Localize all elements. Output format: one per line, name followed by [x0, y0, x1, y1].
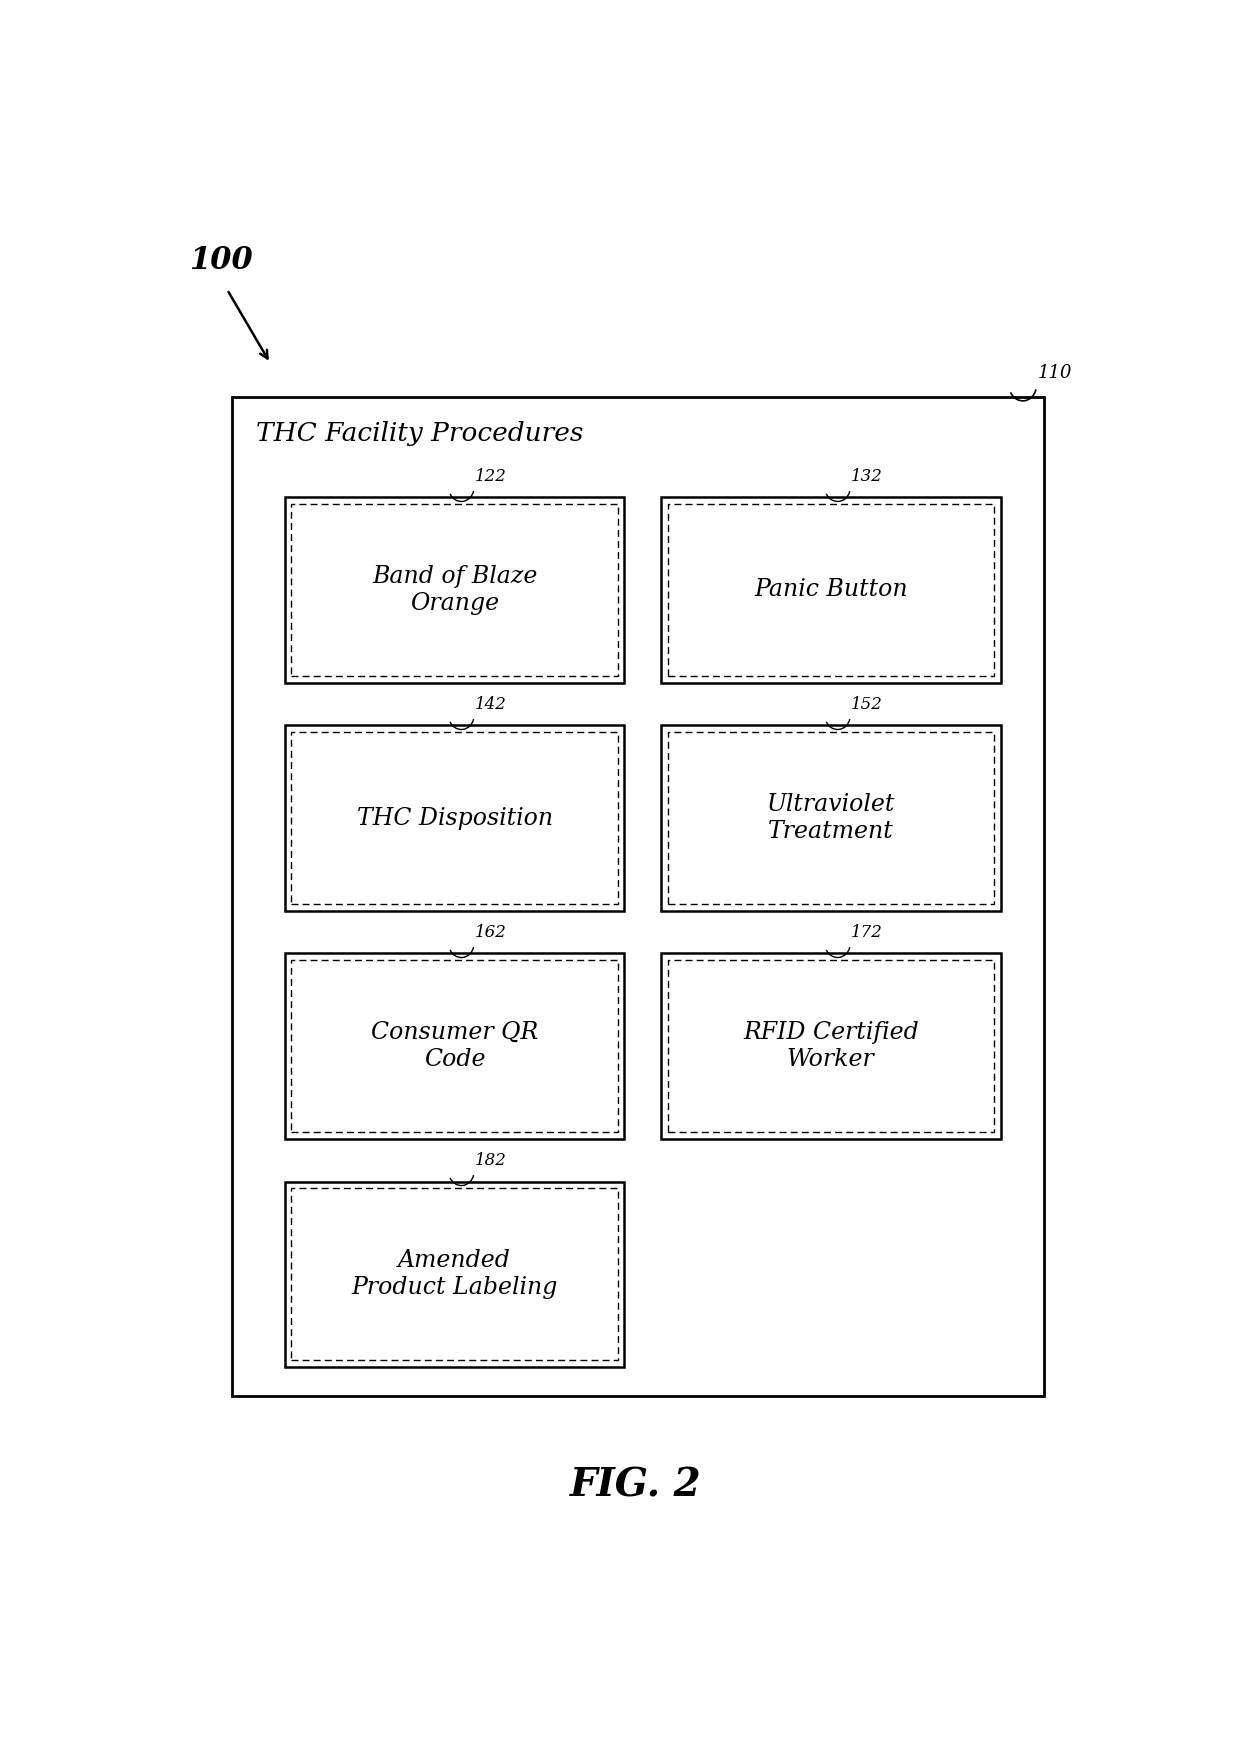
Text: 132: 132 [851, 469, 883, 486]
Text: Panic Button: Panic Button [754, 578, 908, 601]
FancyBboxPatch shape [661, 498, 1001, 683]
FancyBboxPatch shape [285, 725, 625, 911]
Text: Consumer QR
Code: Consumer QR Code [371, 1021, 538, 1071]
Text: 100: 100 [188, 246, 253, 277]
FancyBboxPatch shape [661, 725, 1001, 911]
Text: FIG. 2: FIG. 2 [569, 1467, 702, 1505]
Text: Amended
Product Labeling: Amended Product Labeling [351, 1249, 558, 1300]
FancyBboxPatch shape [285, 953, 625, 1139]
Text: 182: 182 [475, 1153, 507, 1169]
FancyBboxPatch shape [285, 498, 625, 683]
Text: RFID Certified
Worker: RFID Certified Worker [743, 1021, 919, 1071]
Text: THC Facility Procedures: THC Facility Procedures [255, 422, 583, 446]
FancyBboxPatch shape [232, 397, 1044, 1395]
Text: 152: 152 [851, 697, 883, 714]
Text: 162: 162 [475, 925, 507, 941]
Text: 142: 142 [475, 697, 507, 714]
Text: Ultraviolet
Treatment: Ultraviolet Treatment [766, 793, 895, 843]
Text: THC Disposition: THC Disposition [357, 807, 553, 829]
FancyBboxPatch shape [285, 1181, 625, 1367]
Text: Band of Blaze
Orange: Band of Blaze Orange [372, 564, 537, 615]
Text: 172: 172 [851, 925, 883, 941]
Text: 122: 122 [475, 469, 507, 486]
Text: 110: 110 [1038, 364, 1073, 381]
FancyBboxPatch shape [661, 953, 1001, 1139]
